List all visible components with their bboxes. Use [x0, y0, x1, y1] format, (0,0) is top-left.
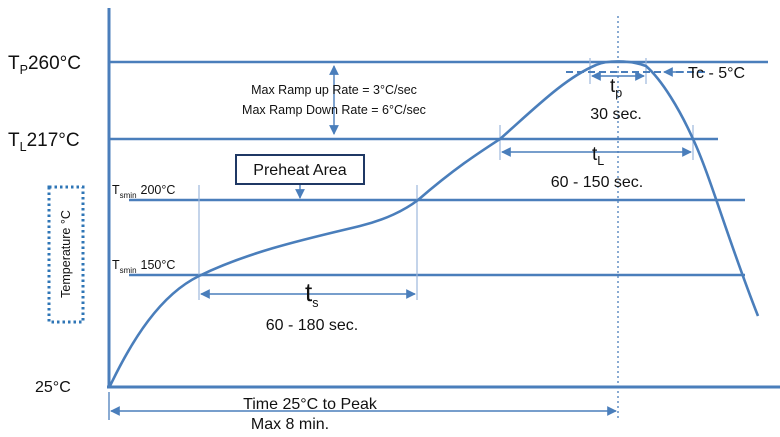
tsmax-temp-label: Tsmin 200°C: [112, 183, 175, 200]
start-temp-label: 25°C: [35, 379, 71, 396]
tp-symbol-label: tp: [610, 76, 622, 100]
max-time-label: Max 8 min.: [251, 416, 329, 433]
tl-temp-label: TL217°C: [8, 130, 80, 154]
time-to-peak-label: Time 25°C to Peak: [243, 396, 378, 413]
tp-temp-label: TP260°C: [8, 53, 81, 77]
preheat-area-label: Preheat Area: [253, 162, 347, 179]
ts-time-label: 60 - 180 sec.: [266, 317, 359, 334]
ramp-down-rate-label: Max Ramp Down Rate = 6°C/sec: [242, 103, 426, 117]
tsmin-temp-label: Tsmin 150°C: [112, 258, 175, 275]
tl-symbol-label: tL: [592, 144, 604, 168]
ts-symbol-label: ts: [305, 277, 318, 310]
ramp-up-rate-label: Max Ramp up Rate = 3°C/sec: [251, 83, 417, 97]
tl-time-label: 60 - 150 sec.: [551, 174, 644, 191]
preheat-area-box: [235, 154, 365, 185]
y-axis-label: Temperature °C: [59, 210, 73, 298]
tp-time-label: 30 sec.: [590, 106, 642, 123]
temperature-axis-box: [47, 185, 85, 324]
tc-label: Tc - 5°C: [688, 65, 745, 82]
temperature-profile-curve: [108, 60, 760, 387]
